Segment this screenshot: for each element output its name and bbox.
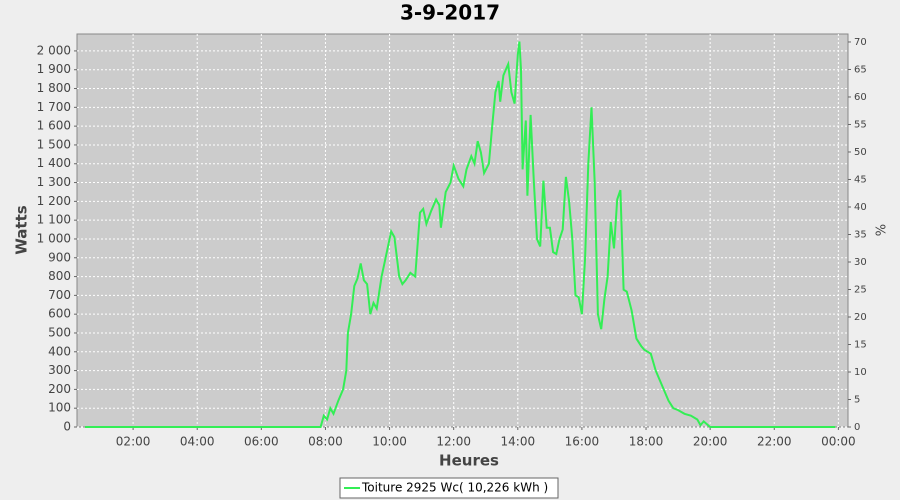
y2-tick-label: 35 bbox=[854, 229, 867, 240]
x-tick-label: 04:00 bbox=[180, 435, 215, 449]
x-tick-label: 06:00 bbox=[244, 435, 279, 449]
y-tick-label: 0 bbox=[63, 420, 71, 434]
y2-axis-title: % bbox=[875, 224, 890, 236]
y-tick-label: 1 600 bbox=[37, 119, 71, 133]
y2-tick-label: 15 bbox=[854, 339, 867, 350]
chart-title: 3-9-2017 bbox=[400, 1, 500, 25]
x-tick-label: 12:00 bbox=[436, 435, 471, 449]
legend-label: Toiture 2925 Wc( 10,226 kWh ) bbox=[361, 481, 548, 495]
y-tick-label: 900 bbox=[48, 250, 71, 264]
y-tick-label: 1 500 bbox=[37, 137, 71, 151]
y2-tick-label: 55 bbox=[854, 119, 867, 130]
y2-tick-label: 25 bbox=[854, 284, 867, 295]
y-tick-label: 1 000 bbox=[37, 231, 71, 245]
y-tick-label: 1 700 bbox=[37, 100, 71, 114]
y-tick-label: 500 bbox=[48, 325, 71, 339]
x-tick-label: 20:00 bbox=[693, 435, 728, 449]
y-tick-label: 1 300 bbox=[37, 175, 71, 189]
y2-tick-label: 10 bbox=[854, 367, 867, 378]
y-tick-label: 1 900 bbox=[37, 62, 71, 76]
y2-tick-label: 50 bbox=[854, 147, 867, 158]
y2-tick-label: 70 bbox=[854, 37, 867, 48]
y2-tick-label: 60 bbox=[854, 92, 867, 103]
y-tick-label: 600 bbox=[48, 307, 71, 321]
y2-tick-label: 20 bbox=[854, 312, 867, 323]
y-tick-label: 700 bbox=[48, 288, 71, 302]
x-tick-label: 08:00 bbox=[308, 435, 343, 449]
y-tick-label: 800 bbox=[48, 269, 71, 283]
y-tick-label: 2 000 bbox=[37, 43, 71, 57]
y-tick-label: 1 200 bbox=[37, 194, 71, 208]
x-tick-label: 14:00 bbox=[501, 435, 536, 449]
x-tick-label: 00:00 bbox=[821, 435, 856, 449]
y2-tick-label: 40 bbox=[854, 202, 867, 213]
y-tick-label: 1 400 bbox=[37, 156, 71, 170]
y2-tick-label: 0 bbox=[854, 422, 860, 433]
y-tick-label: 1 800 bbox=[37, 81, 71, 95]
x-tick-label: 02:00 bbox=[116, 435, 151, 449]
data-line bbox=[85, 41, 836, 428]
legend bbox=[339, 477, 559, 499]
y-tick-label: 300 bbox=[48, 363, 71, 377]
y-tick-label: 100 bbox=[48, 401, 71, 415]
x-axis-title: Heures bbox=[439, 452, 499, 470]
y-tick-label: 400 bbox=[48, 344, 71, 358]
y2-tick-label: 30 bbox=[854, 257, 867, 268]
x-tick-label: 16:00 bbox=[565, 435, 600, 449]
y2-tick-label: 45 bbox=[854, 174, 867, 185]
y-axis-title: Watts bbox=[13, 205, 31, 254]
y-tick-label: 200 bbox=[48, 382, 71, 396]
y-tick-label: 1 100 bbox=[37, 213, 71, 227]
x-tick-label: 22:00 bbox=[757, 435, 792, 449]
x-tick-label: 18:00 bbox=[629, 435, 664, 449]
x-tick-label: 10:00 bbox=[372, 435, 407, 449]
y2-tick-label: 5 bbox=[854, 394, 860, 405]
y2-tick-label: 65 bbox=[854, 64, 867, 75]
plot-area bbox=[76, 33, 849, 428]
